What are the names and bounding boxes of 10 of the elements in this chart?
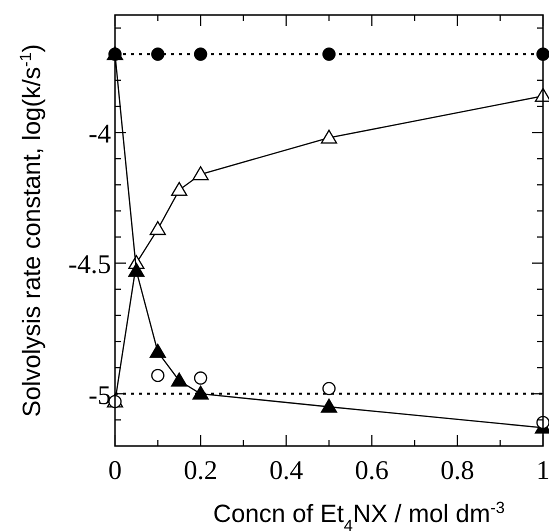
- x-tick-label: 0: [108, 455, 122, 485]
- y-tick-label: -4: [88, 118, 112, 149]
- x-axis-title: Concn of Et$_{4}$NX / mol dm$^{-3}$: [213, 499, 505, 531]
- x-tick-label: 0.2: [184, 455, 218, 485]
- y-tick-label: -4.5: [68, 249, 111, 280]
- x-tick-label: 0.4: [269, 455, 304, 485]
- x-tick-label: 0.6: [354, 455, 389, 485]
- x-tick-label: 1: [536, 455, 549, 485]
- y-tick-label: -5: [88, 380, 111, 410]
- x-tick-label: 0.8: [440, 455, 474, 485]
